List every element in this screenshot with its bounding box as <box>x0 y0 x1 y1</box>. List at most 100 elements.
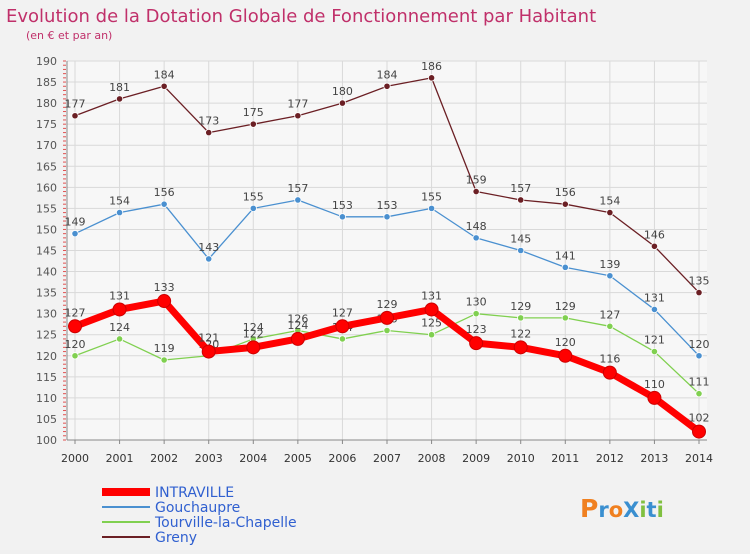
data-label: 139 <box>599 258 620 271</box>
data-label: 131 <box>421 289 442 302</box>
x-tick-label: 2012 <box>596 452 624 465</box>
legend-label: INTRAVILLE <box>155 485 234 501</box>
data-label: 148 <box>466 220 487 233</box>
data-label: 127 <box>332 306 353 319</box>
legend-item: Greny <box>102 530 197 546</box>
data-label: 149 <box>65 216 86 229</box>
data-label: 122 <box>243 327 264 340</box>
y-tick-label: 145 <box>36 245 57 258</box>
chart-title: Evolution de la Dotation Globale de Fonc… <box>6 6 596 27</box>
data-label: 111 <box>689 376 710 389</box>
data-point <box>472 187 480 196</box>
data-point <box>650 305 659 314</box>
data-point <box>427 74 436 82</box>
data-point <box>427 331 436 339</box>
legend-label: Greny <box>155 530 197 546</box>
data-label: 177 <box>65 98 86 111</box>
data-point <box>338 213 347 221</box>
y-tick-label: 165 <box>36 160 57 173</box>
data-label: 184 <box>154 68 175 81</box>
proxiti-logo-text: ProXiti <box>580 494 664 523</box>
data-point <box>561 314 569 322</box>
legend-label: Tourville-la-Chapelle <box>154 515 297 531</box>
data-label: 120 <box>689 338 710 351</box>
data-label: 181 <box>109 81 130 94</box>
data-point <box>160 82 168 90</box>
data-label: 123 <box>466 323 487 336</box>
data-point <box>692 424 706 439</box>
data-label: 129 <box>510 300 531 313</box>
data-label: 131 <box>644 291 665 304</box>
data-point <box>249 204 257 212</box>
logo-letter: i <box>639 498 646 522</box>
data-label: 177 <box>287 98 308 111</box>
data-label: 131 <box>109 289 130 302</box>
data-point <box>472 234 480 242</box>
data-point <box>606 209 614 217</box>
data-label: 157 <box>510 182 531 195</box>
logo-letter: P <box>580 494 598 523</box>
axes: 100 105 110 115 120 125 130 135 140 145 150 155 160 1… <box>36 55 713 465</box>
y-tick-label: 110 <box>36 392 57 405</box>
data-point <box>383 326 391 335</box>
data-label: 133 <box>154 281 175 294</box>
data-point <box>517 196 525 204</box>
data-label: 143 <box>198 241 219 254</box>
x-tick-label: 2002 <box>150 452 178 465</box>
y-tick-label: 130 <box>36 308 57 321</box>
legend-label: Gouchaupre <box>155 500 240 516</box>
x-tick-label: 2000 <box>61 452 89 465</box>
data-point <box>115 209 124 217</box>
y-tick-label: 100 <box>36 434 57 447</box>
data-point <box>205 128 213 137</box>
data-point <box>602 365 617 380</box>
x-tick-label: 2001 <box>106 452 134 465</box>
data-label: 156 <box>555 186 576 199</box>
y-tick-label: 190 <box>36 55 57 68</box>
legend: INTRAVILLEGouchaupreTourville-la-Chapell… <box>102 485 297 546</box>
data-point <box>647 390 662 405</box>
data-point <box>424 302 439 317</box>
y-tick-label: 125 <box>36 329 57 342</box>
data-point <box>469 336 484 351</box>
legend-item: INTRAVILLE <box>102 485 234 501</box>
data-label: 129 <box>377 298 398 311</box>
data-label: 141 <box>555 249 576 262</box>
data-point <box>606 272 614 280</box>
y-tick-label: 160 <box>36 181 57 194</box>
data-point <box>650 242 659 250</box>
data-label: 130 <box>466 296 487 309</box>
data-point <box>115 335 124 343</box>
data-point <box>380 310 394 325</box>
data-label: 135 <box>689 275 710 288</box>
data-point <box>160 200 168 208</box>
x-tick-label: 2011 <box>551 452 579 465</box>
data-point <box>115 95 124 103</box>
series-greny: 177 181 184 173 175 177 180 184 186 159 157 156 154 1… <box>65 60 710 297</box>
data-label: 175 <box>243 106 264 119</box>
data-label: 120 <box>65 338 86 351</box>
data-point <box>294 112 302 120</box>
y-tick-label: 120 <box>36 350 57 363</box>
data-label: 129 <box>555 300 576 313</box>
data-point <box>558 348 573 363</box>
y-tick-label: 105 <box>36 413 57 426</box>
legend-item: Gouchaupre <box>102 500 240 516</box>
data-label: 124 <box>243 321 264 334</box>
data-point <box>695 352 703 360</box>
data-label: 186 <box>421 60 442 73</box>
data-label: 154 <box>599 195 620 208</box>
y-tick-label: 155 <box>36 202 57 215</box>
data-label: 145 <box>510 233 531 246</box>
y-tick-label: 150 <box>36 223 57 236</box>
logo-letter: o <box>609 498 623 522</box>
data-point <box>160 356 168 364</box>
data-point <box>338 335 347 343</box>
data-point <box>246 340 261 355</box>
data-point <box>561 200 569 208</box>
data-point <box>294 196 302 204</box>
logo-letter: t <box>647 498 657 522</box>
data-point <box>513 340 528 355</box>
data-label: 119 <box>154 342 175 355</box>
